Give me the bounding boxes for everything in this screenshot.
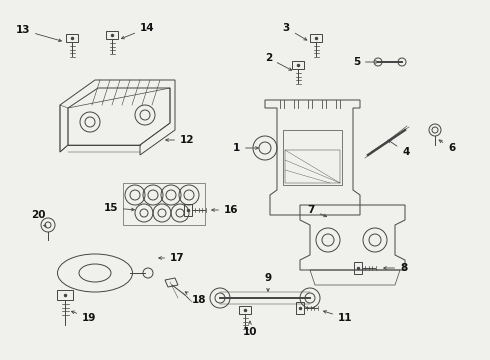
Text: 7: 7 (308, 205, 327, 217)
Text: 11: 11 (323, 311, 352, 323)
Text: 15: 15 (103, 203, 134, 213)
Text: 17: 17 (159, 253, 185, 263)
Text: 12: 12 (166, 135, 195, 145)
Text: 16: 16 (212, 205, 239, 215)
Text: 14: 14 (122, 23, 155, 39)
Text: 20: 20 (31, 210, 46, 227)
Text: 6: 6 (439, 140, 455, 153)
Text: 10: 10 (243, 321, 257, 337)
Text: 13: 13 (16, 25, 61, 41)
Text: 2: 2 (265, 53, 292, 70)
Text: 5: 5 (353, 57, 378, 67)
Text: 19: 19 (72, 311, 97, 323)
Text: 8: 8 (384, 263, 407, 273)
Text: 4: 4 (388, 140, 409, 157)
Text: 9: 9 (265, 273, 271, 291)
Text: 1: 1 (233, 143, 258, 153)
Text: 18: 18 (185, 292, 206, 305)
Text: 3: 3 (283, 23, 307, 40)
